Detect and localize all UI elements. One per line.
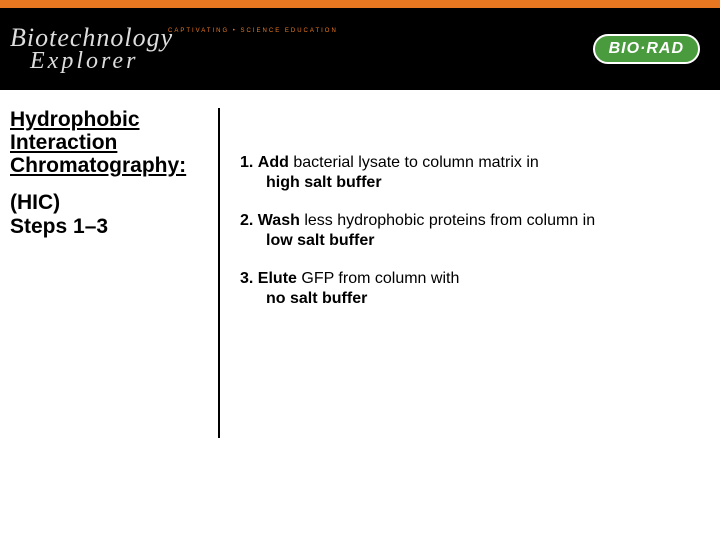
right-column: 1. Add bacterial lysate to column matrix… xyxy=(220,108,690,540)
biorad-badge: BIO·RAD xyxy=(593,34,700,64)
step-action: Wash xyxy=(258,212,300,229)
step-number: 2. xyxy=(240,212,253,229)
subtitle-line2: Steps 1–3 xyxy=(10,215,108,238)
step-number: 1. xyxy=(240,154,253,171)
title-line1: Hydrophobic xyxy=(10,108,140,131)
step-text: bacterial lysate to column matrix in xyxy=(289,154,539,171)
slide-subtitle: (HIC) Steps 1–3 xyxy=(10,191,208,239)
content-area: Hydrophobic Interaction Chromatography: … xyxy=(0,90,720,540)
header-bar: Biotechnology Explorer CAPTIVATING • SCI… xyxy=(0,0,720,90)
slide-title: Hydrophobic Interaction Chromatography: xyxy=(10,108,208,177)
step-number: 3. xyxy=(240,270,253,287)
subtitle-line1: (HIC) xyxy=(10,191,60,214)
step-item: 3. Elute GFP from column with no salt bu… xyxy=(240,269,690,309)
step-buffer: no salt buffer xyxy=(240,289,690,309)
step-text: less hydrophobic proteins from column in xyxy=(300,212,595,229)
title-line3: Chromatography: xyxy=(10,154,186,177)
step-text: GFP from column with xyxy=(297,270,459,287)
logo-tagline: CAPTIVATING • SCIENCE EDUCATION xyxy=(168,28,338,34)
step-item: 1. Add bacterial lysate to column matrix… xyxy=(240,153,690,193)
step-item: 2. Wash less hydrophobic proteins from c… xyxy=(240,211,690,251)
step-buffer: low salt buffer xyxy=(240,231,690,251)
biorad-text: BIO·RAD xyxy=(609,40,684,57)
title-line2: Interaction xyxy=(10,131,117,154)
step-action: Elute xyxy=(258,270,297,287)
step-buffer: high salt buffer xyxy=(240,173,690,193)
logo-left: Biotechnology Explorer CAPTIVATING • SCI… xyxy=(10,25,173,73)
left-column: Hydrophobic Interaction Chromatography: … xyxy=(10,108,220,438)
step-action: Add xyxy=(258,154,289,171)
logo-explorer: Explorer xyxy=(30,49,173,73)
